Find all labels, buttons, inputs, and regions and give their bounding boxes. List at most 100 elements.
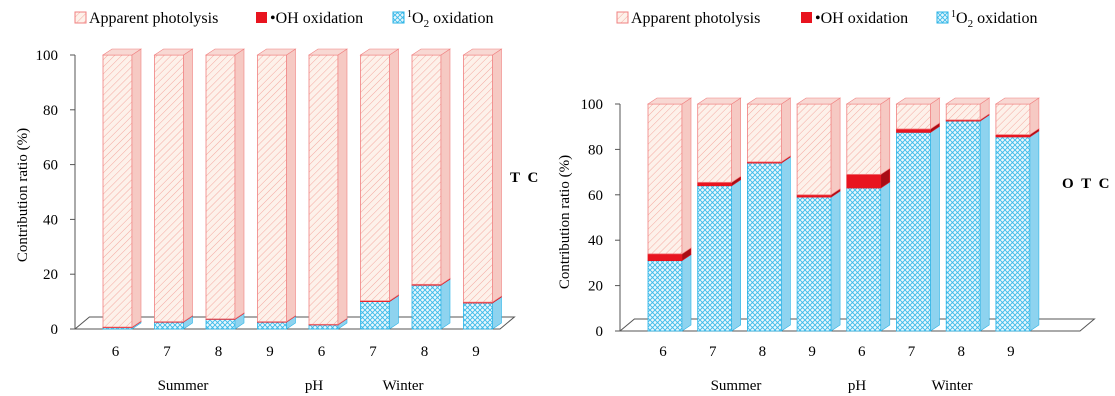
bar-photolysis-side bbox=[131, 48, 142, 328]
bar-o2-side bbox=[731, 179, 742, 332]
bar-top-face bbox=[153, 48, 194, 56]
bar-o2-side bbox=[681, 254, 692, 332]
bar-stack bbox=[462, 48, 503, 330]
bar-o2-front bbox=[846, 187, 882, 332]
group-label-summer: Summer bbox=[158, 378, 209, 394]
bar-photolysis-side bbox=[492, 48, 502, 303]
bar-stack bbox=[845, 97, 891, 332]
bar-photolysis-front bbox=[360, 54, 390, 302]
legend-label-o2: 1O2 oxidation bbox=[951, 9, 1038, 30]
bar-photolysis-front bbox=[995, 103, 1031, 136]
bar-oh-front bbox=[896, 128, 931, 133]
bar-photolysis-front bbox=[846, 103, 882, 175]
bar-o2-front bbox=[945, 120, 981, 332]
x-tick-label: 7 bbox=[163, 344, 171, 360]
bar-o2-front bbox=[154, 321, 184, 330]
bar-stack bbox=[746, 97, 792, 332]
bar-top-face bbox=[102, 48, 142, 56]
bar-photolysis-front bbox=[463, 54, 493, 303]
bar-photolysis-side bbox=[681, 97, 692, 255]
legend-swatch-o2 bbox=[936, 11, 949, 24]
bar-stack bbox=[102, 48, 142, 330]
bar-top-face bbox=[895, 97, 941, 105]
bar-photolysis-side bbox=[337, 48, 348, 325]
bar-o2-front bbox=[896, 131, 931, 332]
y-tick-label: 40 bbox=[43, 212, 58, 228]
floor-plane bbox=[73, 316, 516, 330]
x-tick-label: 9 bbox=[266, 344, 274, 360]
bar-photolysis-front bbox=[154, 54, 184, 323]
bar-photolysis-front bbox=[647, 103, 683, 255]
bar-o2-front bbox=[463, 302, 493, 330]
bar-photolysis-side bbox=[440, 48, 451, 285]
bar-stack bbox=[696, 97, 742, 332]
group-label-ph: pH bbox=[305, 378, 324, 394]
y-tick-label: 100 bbox=[36, 48, 59, 64]
bar-o2-front bbox=[796, 196, 832, 332]
x-tick-label: 6 bbox=[858, 344, 866, 360]
legend: Apparent photolysis •OH oxidation 1O2 ox… bbox=[616, 9, 1038, 30]
bar-o2-front bbox=[360, 301, 390, 330]
x-tick-label: 8 bbox=[957, 344, 965, 360]
chart-otc: Apparent photolysis •OH oxidation 1O2 ox… bbox=[557, 9, 1109, 394]
bar-stack bbox=[308, 48, 348, 330]
group-label-winter: Winter bbox=[931, 378, 972, 394]
x-tick-label: 8 bbox=[421, 344, 429, 360]
group-label-ph: pH bbox=[848, 378, 867, 394]
bar-photolysis-side bbox=[286, 48, 296, 323]
y-tick-label: 20 bbox=[588, 279, 603, 295]
bar-o2-front bbox=[205, 319, 236, 330]
y-tick-label: 20 bbox=[43, 267, 58, 283]
x-tick-label: 6 bbox=[318, 344, 326, 360]
legend-label-photolysis: Apparent photolysis bbox=[631, 10, 760, 27]
x-tick-label: 8 bbox=[215, 344, 223, 360]
bar-o2-front bbox=[411, 284, 442, 330]
group-label-winter: Winter bbox=[382, 378, 423, 394]
x-tick-label: 7 bbox=[908, 344, 916, 360]
bar-photolysis-front bbox=[796, 103, 832, 196]
x-tick-label: 8 bbox=[759, 344, 767, 360]
bar-o2-side bbox=[1029, 130, 1040, 332]
bar-photolysis-side bbox=[731, 97, 742, 183]
chart-label-tc: T C bbox=[510, 170, 540, 186]
legend-swatch-photolysis bbox=[616, 11, 629, 24]
y-axis-title: Contribution ratio (%) bbox=[557, 155, 573, 289]
x-tick-label: 9 bbox=[1007, 344, 1015, 360]
legend-swatch-photolysis bbox=[74, 11, 87, 24]
bar-photolysis-front bbox=[747, 103, 782, 163]
legend-swatch-oh bbox=[801, 12, 812, 23]
y-tick-label: 0 bbox=[51, 322, 59, 338]
bar-photolysis-front bbox=[102, 54, 133, 328]
bar-o2-side bbox=[781, 156, 791, 332]
bar-top-face bbox=[945, 97, 991, 105]
y-tick-label: 40 bbox=[588, 233, 603, 249]
bar-o2-front bbox=[647, 260, 683, 332]
x-tick-label: 6 bbox=[659, 344, 667, 360]
bar-top-face bbox=[746, 97, 792, 105]
bar-top-face bbox=[411, 48, 451, 56]
bar-o2-side bbox=[830, 190, 841, 332]
bar-top-face bbox=[796, 97, 842, 105]
bar-top-face bbox=[994, 97, 1040, 105]
legend-label-o2: 1O2 oxidation bbox=[407, 9, 494, 30]
bar-o2-front bbox=[995, 136, 1031, 332]
bar-top-face bbox=[696, 97, 742, 105]
bar-stack bbox=[895, 97, 941, 332]
bar-photolysis-front bbox=[896, 103, 931, 130]
legend-swatch-oh bbox=[256, 12, 267, 23]
legend-label-oh: •OH oxidation bbox=[815, 10, 908, 27]
bar-o2-side bbox=[979, 114, 990, 332]
bar-oh-front bbox=[846, 173, 882, 189]
bar-photolysis-side bbox=[389, 48, 399, 302]
bar-photolysis-front bbox=[945, 103, 981, 121]
y-tick-label: 100 bbox=[581, 97, 604, 113]
bar-photolysis-side bbox=[1029, 97, 1040, 136]
bar-photolysis-front bbox=[257, 54, 287, 323]
bar-oh-front bbox=[697, 181, 733, 187]
bar-stack bbox=[205, 48, 245, 330]
y-tick-label: 60 bbox=[43, 158, 58, 174]
bar-top-face bbox=[647, 97, 692, 105]
bars-otc: 6 7 8 9 6 7 8 9 bbox=[647, 97, 1040, 360]
bar-photolysis-side bbox=[781, 97, 791, 163]
